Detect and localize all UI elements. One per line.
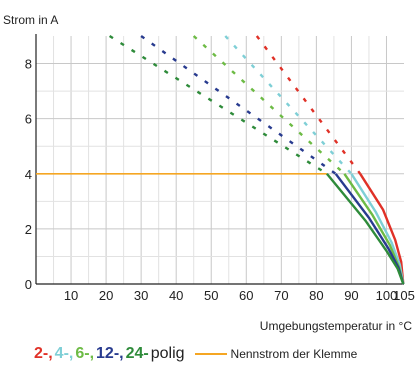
- x-axis-label: Umgebungstemperatur in °C: [260, 319, 413, 333]
- y-tick-label: 8: [25, 57, 32, 72]
- series-dotted-line: [224, 35, 353, 175]
- x-tick-label: 80: [309, 288, 323, 303]
- series-dotted-line: [140, 35, 337, 175]
- y-axis-label: Strom in A: [3, 13, 58, 27]
- legend: 2-, 4-, 6-, 12-, 24- polig Nennstrom der Kle…: [34, 342, 419, 366]
- legend-suffix: polig: [150, 345, 185, 362]
- legend-nennstrom-swatch: [194, 353, 227, 355]
- legend-series-label: 24-: [125, 345, 149, 362]
- series-dotted-line: [192, 35, 346, 175]
- y-tick-label: 4: [25, 167, 32, 182]
- x-tick-label: 60: [239, 288, 253, 303]
- series-dotted-line: [108, 34, 328, 175]
- x-tick-label: 90: [344, 288, 358, 303]
- legend-nennstrom-label: Nennstrom der Klemme: [230, 347, 358, 361]
- x-tick-label: 50: [204, 288, 218, 303]
- legend-series-label: 4-,: [54, 345, 74, 362]
- y-tick-label: 6: [25, 112, 32, 127]
- x-tick-label: 105: [393, 288, 415, 303]
- x-tick-label: 70: [274, 288, 288, 303]
- legend-series-label: 12-,: [96, 345, 124, 362]
- grid: [36, 36, 404, 284]
- series-solid-line: [359, 173, 405, 285]
- series-dotted-line: [255, 35, 362, 175]
- x-tick-label: 30: [134, 288, 148, 303]
- series-layer: [36, 34, 405, 285]
- x-tick-label: 40: [169, 288, 183, 303]
- x-tick-label: 20: [99, 288, 113, 303]
- y-tick-label: 0: [25, 277, 32, 292]
- series-solid-line: [325, 173, 405, 285]
- x-tick-label: 100: [376, 288, 398, 303]
- legend-series-label: 2-,: [34, 345, 53, 362]
- y-tick-label: 2: [25, 222, 32, 237]
- legend-series-list: 2-, 4-, 6-, 12-, 24-: [34, 345, 151, 363]
- x-tick-label: 10: [64, 288, 78, 303]
- legend-series-label: 6-,: [75, 345, 95, 362]
- axes: [35, 34, 404, 285]
